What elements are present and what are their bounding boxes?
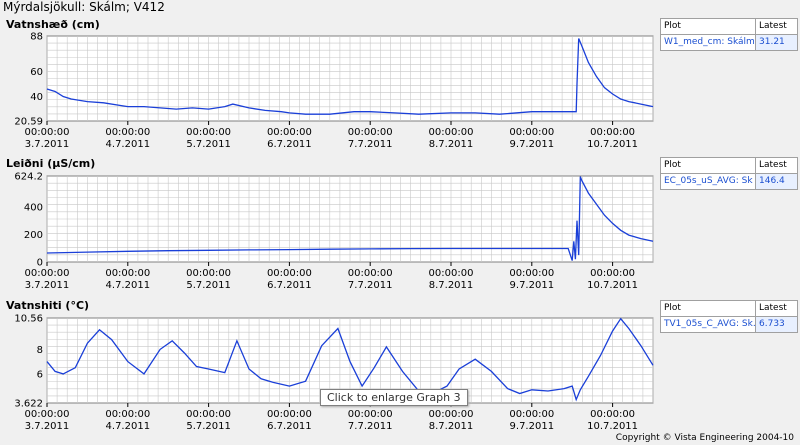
graph-2-legend[interactable]: Plot Latest EC_05s_uS_AVG: Sk 146.4: [660, 157, 798, 190]
graph-2-title: Leiðni (µS/cm): [6, 157, 96, 170]
enlarge-tooltip: Click to enlarge Graph 3: [320, 389, 468, 406]
x-tick-date: 5.7.2011: [186, 421, 231, 432]
legend-series-name[interactable]: TV1_05s_C_AVG: Sk.: [661, 317, 756, 332]
x-tick-date: 10.7.2011: [587, 280, 638, 291]
x-tick-date: 9.7.2011: [510, 280, 555, 291]
y-tick-label: 624.2: [14, 172, 43, 183]
legend-plot-header: Plot: [661, 158, 756, 173]
x-tick-date: 8.7.2011: [429, 421, 474, 432]
x-tick-time: 00:00:00: [429, 268, 474, 279]
x-tick-date: 7.7.2011: [348, 139, 393, 150]
x-tick-time: 00:00:00: [25, 127, 70, 138]
x-tick-time: 00:00:00: [348, 127, 393, 138]
legend-latest-value: 146.4: [756, 174, 797, 189]
legend-plot-header: Plot: [661, 301, 756, 316]
legend-plot-header: Plot: [661, 19, 756, 34]
x-tick-date: 9.7.2011: [510, 139, 555, 150]
x-tick-date: 6.7.2011: [267, 139, 312, 150]
legend-series-name[interactable]: W1_med_cm: Skálm;: [661, 35, 756, 50]
x-tick-date: 6.7.2011: [267, 421, 312, 432]
series-line: [46, 38, 654, 115]
x-tick-time: 00:00:00: [25, 268, 70, 279]
x-tick-date: 3.7.2011: [25, 139, 70, 150]
x-tick-time: 00:00:00: [105, 268, 150, 279]
y-tick-label: 60: [30, 67, 43, 78]
x-tick-date: 4.7.2011: [106, 280, 151, 291]
series-line: [46, 176, 654, 261]
x-tick-date: 9.7.2011: [510, 421, 555, 432]
y-tick-label: 88: [30, 32, 43, 43]
y-tick-label: 40: [30, 92, 43, 103]
x-tick-time: 00:00:00: [186, 409, 231, 420]
y-tick-label: 8: [37, 345, 43, 356]
x-tick-time: 00:00:00: [429, 409, 474, 420]
series-line: [46, 317, 654, 402]
x-tick-time: 00:00:00: [509, 268, 554, 279]
x-tick-date: 7.7.2011: [348, 280, 393, 291]
x-tick-date: 10.7.2011: [587, 139, 638, 150]
page-title: Mýrdalsjökull: Skálm; V412: [3, 0, 165, 14]
x-tick-time: 00:00:00: [267, 127, 312, 138]
x-tick-date: 5.7.2011: [186, 280, 231, 291]
x-tick-time: 00:00:00: [509, 409, 554, 420]
x-tick-time: 00:00:00: [105, 127, 150, 138]
x-tick-date: 7.7.2011: [348, 421, 393, 432]
x-tick-time: 00:00:00: [348, 268, 393, 279]
x-tick-date: 6.7.2011: [267, 280, 312, 291]
legend-latest-value: 6.733: [756, 317, 797, 332]
x-tick-time: 00:00:00: [186, 268, 231, 279]
x-tick-time: 00:00:00: [186, 127, 231, 138]
x-tick-date: 8.7.2011: [429, 280, 474, 291]
x-tick-time: 00:00:00: [590, 409, 635, 420]
graph-3-legend[interactable]: Plot Latest TV1_05s_C_AVG: Sk. 6.733: [660, 300, 798, 333]
y-tick-label: 200: [24, 230, 43, 241]
x-tick-date: 4.7.2011: [106, 139, 151, 150]
legend-latest-header: Latest: [759, 21, 787, 31]
y-tick-label: 6: [37, 369, 43, 380]
x-tick-date: 8.7.2011: [429, 139, 474, 150]
legend-latest-value: 31.21: [756, 35, 797, 50]
x-tick-time: 00:00:00: [590, 268, 635, 279]
x-tick-time: 00:00:00: [509, 127, 554, 138]
x-tick-date: 5.7.2011: [186, 139, 231, 150]
x-tick-time: 00:00:00: [429, 127, 474, 138]
y-tick-label: 400: [24, 202, 43, 213]
y-tick-label: 10.56: [14, 314, 43, 325]
x-tick-time: 00:00:00: [267, 409, 312, 420]
x-tick-time: 00:00:00: [267, 268, 312, 279]
x-tick-time: 00:00:00: [590, 127, 635, 138]
copyright-text: Copyright © Vista Engineering 2004-10: [615, 433, 794, 443]
x-tick-date: 4.7.2011: [106, 421, 151, 432]
graph-1-title: Vatnshæð (cm): [6, 18, 100, 31]
x-tick-date: 3.7.2011: [25, 421, 70, 432]
x-tick-time: 00:00:00: [348, 409, 393, 420]
legend-latest-header: Latest: [759, 160, 787, 170]
x-tick-date: 10.7.2011: [587, 421, 638, 432]
legend-latest-header: Latest: [759, 303, 787, 313]
graph-1-legend[interactable]: Plot Latest W1_med_cm: Skálm; 31.21: [660, 18, 798, 51]
y-tick-label: 0: [37, 258, 43, 269]
y-tick-label: 20.59: [14, 117, 43, 128]
x-tick-date: 3.7.2011: [25, 280, 70, 291]
legend-series-name[interactable]: EC_05s_uS_AVG: Sk: [661, 174, 756, 189]
y-tick-label: 3.622: [14, 399, 43, 410]
graph-3-title: Vatnshiti (°C): [6, 299, 90, 312]
x-tick-time: 00:00:00: [25, 409, 70, 420]
x-tick-time: 00:00:00: [105, 409, 150, 420]
